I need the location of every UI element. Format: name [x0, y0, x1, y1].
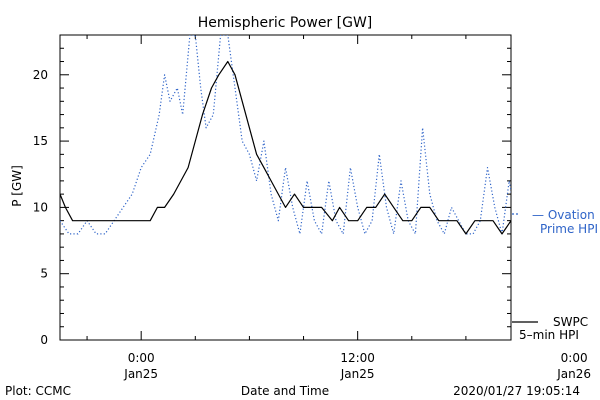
- swpc-legend-label-1: SWPC: [553, 315, 588, 329]
- x-tick-date-label: Jan25: [123, 367, 158, 381]
- ovation-prime-series: [60, 35, 511, 235]
- plot-timestamp: 2020/01/27 19:05:14: [453, 384, 580, 398]
- x-tick-date-label: Jan25: [340, 367, 375, 381]
- y-tick-label: 20: [33, 68, 48, 82]
- ovation-legend-label-2: Prime HPI: [540, 222, 598, 236]
- ovation-legend-label-1: — Ovation: [532, 208, 595, 222]
- y-tick-label: 5: [40, 267, 48, 281]
- y-tick-label: 0: [40, 333, 48, 347]
- y-tick-label: 10: [33, 200, 48, 214]
- x-axis-ticks: 0:00Jan2512:00Jan250:00Jan2612:00Jan260:…: [86, 35, 591, 381]
- y-tick-label: 15: [33, 134, 48, 148]
- plot-credit: Plot: CCMC: [5, 384, 71, 398]
- swpc-legend-label-2: 5–min HPI: [519, 328, 579, 342]
- x-tick-label: 12:00: [340, 351, 375, 365]
- chart-title: Hemispheric Power [GW]: [198, 15, 373, 31]
- x-axis-label: Date and Time: [241, 384, 329, 398]
- plot-frame: [59, 34, 512, 341]
- y-axis-label: P [GW]: [10, 165, 24, 207]
- series-layer: [60, 35, 511, 235]
- x-tick-date-label: Jan26: [556, 367, 591, 381]
- x-tick-label: 0:00: [128, 351, 155, 365]
- swpc-hpi-series: [60, 60, 511, 235]
- y-axis-ticks: 0 5 10 15 20: [33, 34, 511, 347]
- x-tick-label: 0:00: [561, 351, 588, 365]
